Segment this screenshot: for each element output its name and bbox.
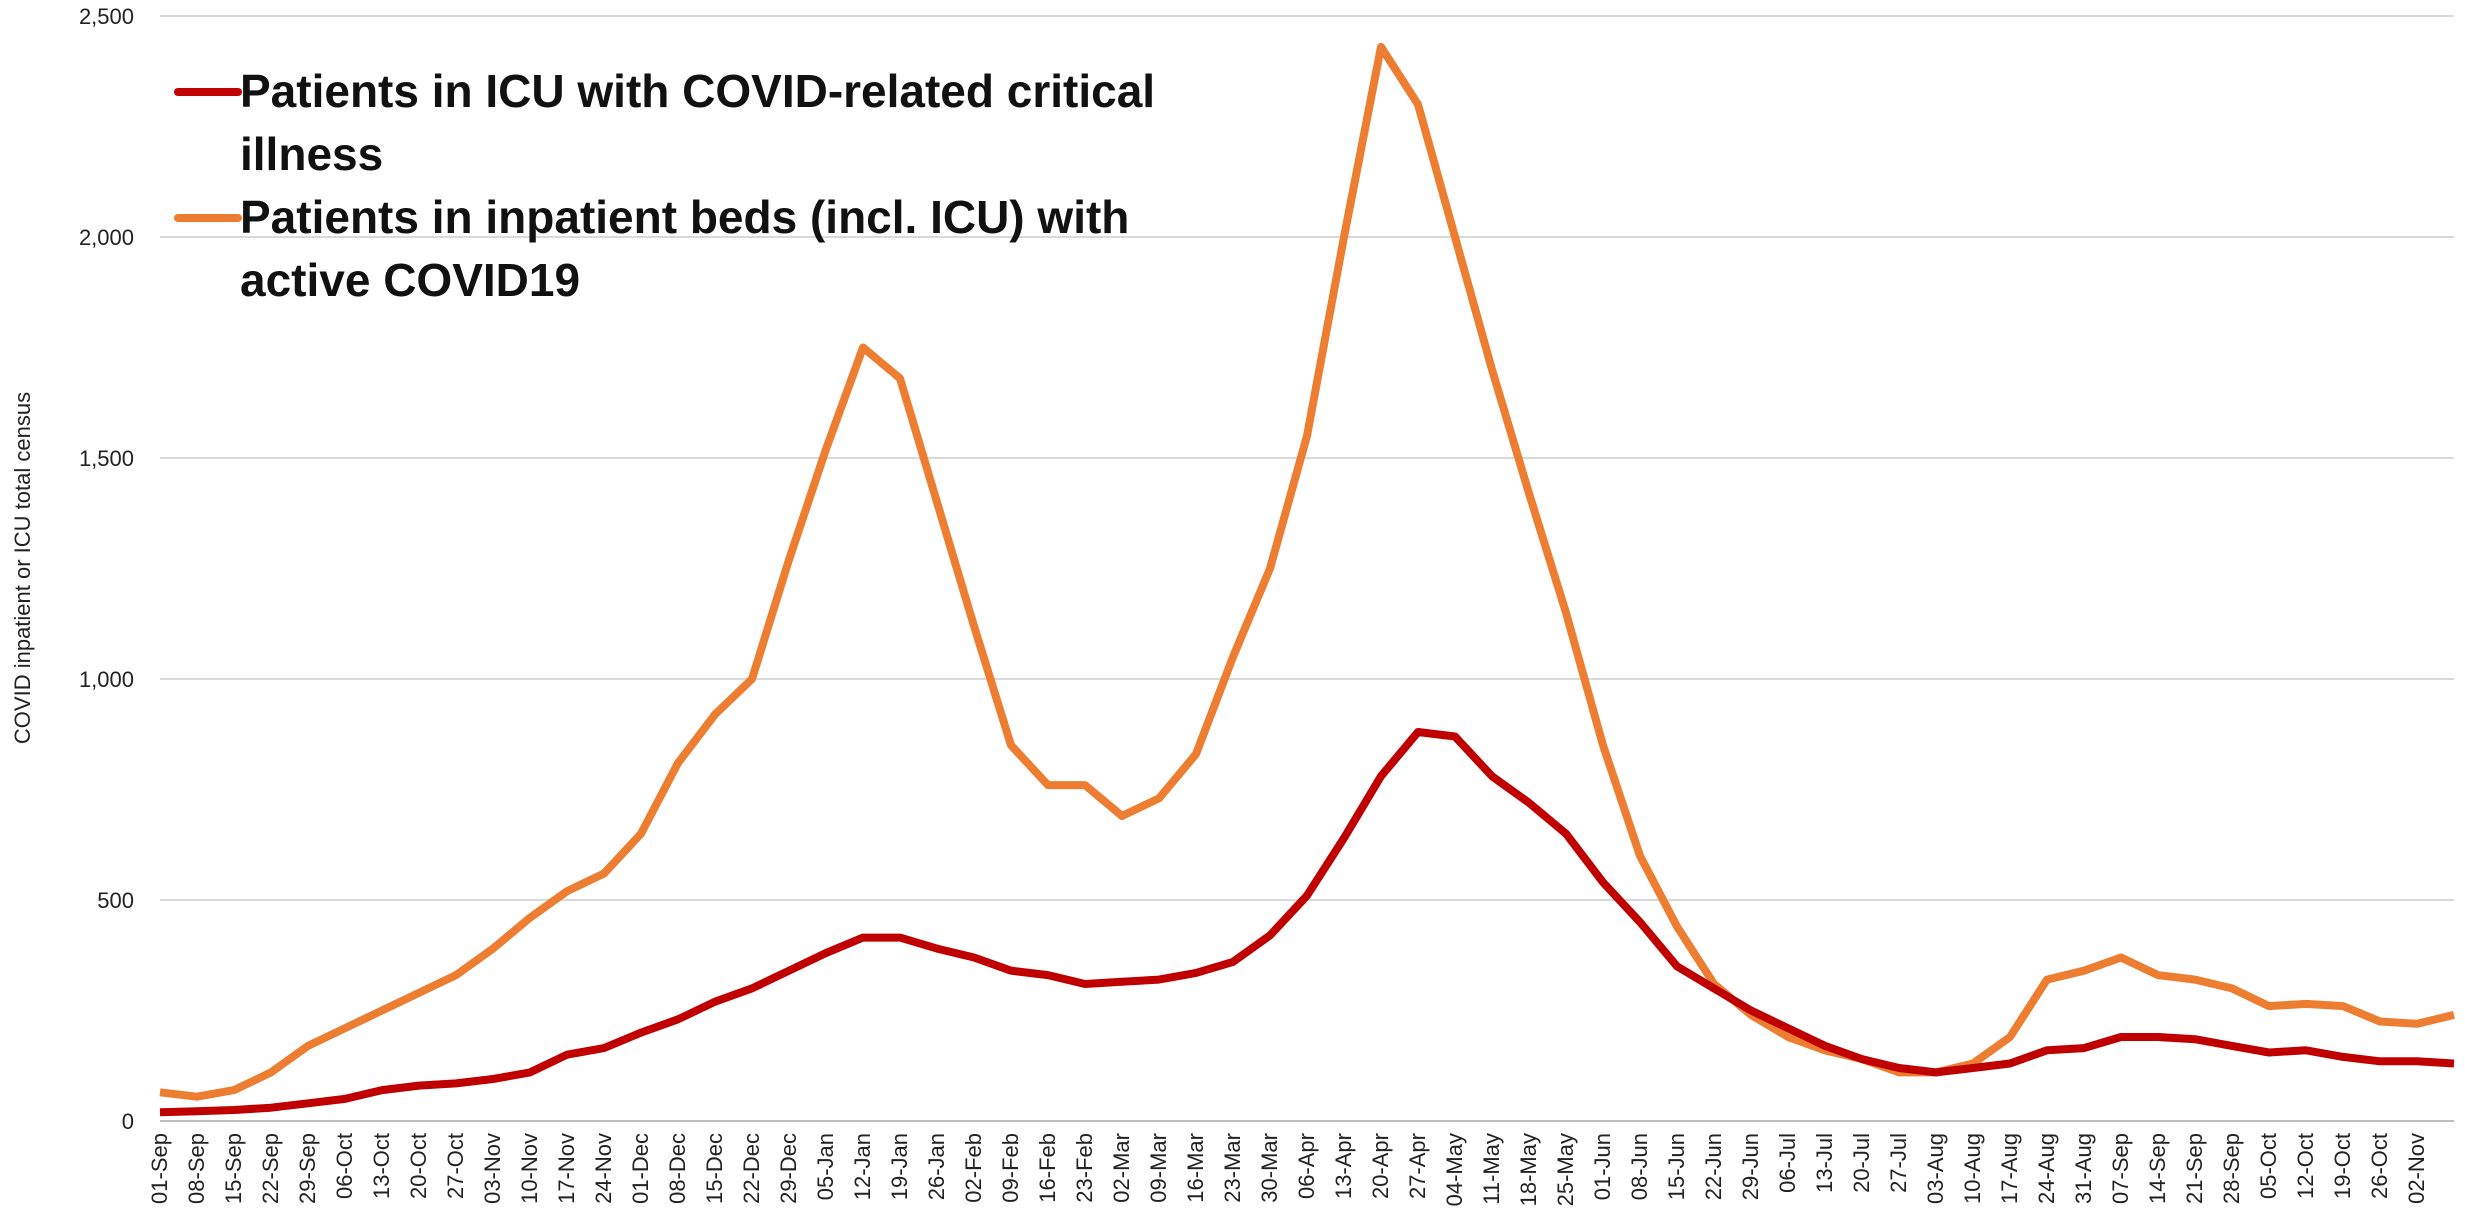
x-tick-label: 03-Aug xyxy=(1923,1133,1948,1204)
x-tick-label: 17-Nov xyxy=(554,1133,579,1204)
x-tick-label: 04-May xyxy=(1442,1133,1467,1206)
x-tick-label: 23-Mar xyxy=(1220,1133,1245,1203)
x-tick-label: 23-Feb xyxy=(1072,1133,1097,1203)
y-tick-label: 2,000 xyxy=(79,225,134,250)
x-tick-label: 29-Dec xyxy=(776,1133,801,1204)
x-tick-label: 08-Sep xyxy=(184,1133,209,1204)
x-tick-label: 15-Sep xyxy=(221,1133,246,1204)
x-tick-label: 12-Oct xyxy=(2293,1133,2318,1199)
x-tick-label: 06-Oct xyxy=(332,1133,357,1199)
x-tick-label: 29-Jun xyxy=(1738,1133,1763,1200)
x-tick-label: 27-Oct xyxy=(443,1133,468,1199)
x-tick-label: 22-Jun xyxy=(1701,1133,1726,1200)
x-tick-label: 13-Oct xyxy=(369,1133,394,1199)
x-tick-label: 05-Oct xyxy=(2256,1133,2281,1199)
x-tick-label: 16-Feb xyxy=(1035,1133,1060,1203)
series-line xyxy=(159,728,2455,1117)
x-tick-label: 16-Mar xyxy=(1183,1133,1208,1203)
x-tick-label: 01-Dec xyxy=(628,1133,653,1204)
x-tick-label: 19-Oct xyxy=(2330,1133,2355,1199)
x-tick-label: 15-Dec xyxy=(702,1133,727,1204)
x-tick-label: 02-Feb xyxy=(961,1133,986,1203)
x-tick-label: 10-Aug xyxy=(1960,1133,1985,1204)
x-tick-label: 20-Jul xyxy=(1849,1133,1874,1193)
x-tick-label: 07-Sep xyxy=(2108,1133,2133,1204)
x-tick-label: 18-May xyxy=(1516,1133,1541,1206)
x-tick-label: 21-Sep xyxy=(2182,1133,2207,1204)
x-tick-label: 20-Apr xyxy=(1368,1133,1393,1199)
x-tick-label: 06-Jul xyxy=(1775,1133,1800,1193)
x-tick-label: 25-May xyxy=(1553,1133,1578,1206)
x-tick-label: 02-Nov xyxy=(2404,1133,2429,1204)
x-tick-label: 24-Nov xyxy=(591,1133,616,1204)
x-tick-label: 06-Apr xyxy=(1294,1133,1319,1199)
x-tick-label: 14-Sep xyxy=(2145,1133,2170,1204)
y-axis-label: COVID inpatient or ICU total census xyxy=(10,392,35,744)
x-tick-label: 27-Jul xyxy=(1886,1133,1911,1193)
x-tick-label: 10-Nov xyxy=(517,1133,542,1204)
x-tick-label: 19-Jan xyxy=(887,1133,912,1200)
x-tick-label: 13-Apr xyxy=(1331,1133,1356,1199)
x-tick-label: 01-Sep xyxy=(147,1133,172,1204)
x-tick-label: 29-Sep xyxy=(295,1133,320,1204)
x-tick-label: 12-Jan xyxy=(850,1133,875,1200)
series-line xyxy=(159,42,2455,1101)
y-tick-label: 500 xyxy=(97,888,134,913)
x-tick-label: 27-Apr xyxy=(1405,1133,1430,1199)
x-tick-label: 30-Mar xyxy=(1257,1133,1282,1203)
x-tick-label: 22-Sep xyxy=(258,1133,283,1204)
x-tick-label: 26-Jan xyxy=(924,1133,949,1200)
legend-label: Patients in inpatient beds (incl. ICU) w… xyxy=(240,191,1130,306)
x-tick-label: 13-Jul xyxy=(1812,1133,1837,1193)
y-tick-label: 1,500 xyxy=(79,446,134,471)
x-tick-label: 31-Aug xyxy=(2071,1133,2096,1204)
y-tick-label: 1,000 xyxy=(79,667,134,692)
x-tick-label: 09-Mar xyxy=(1146,1133,1171,1203)
x-tick-label: 01-Jun xyxy=(1590,1133,1615,1200)
x-tick-label: 20-Oct xyxy=(406,1133,431,1199)
x-tick-label: 03-Nov xyxy=(480,1133,505,1204)
x-tick-label: 22-Dec xyxy=(739,1133,764,1204)
x-tick-label: 24-Aug xyxy=(2034,1133,2059,1204)
y-tick-label: 2,500 xyxy=(79,4,134,29)
x-tick-label: 09-Feb xyxy=(998,1133,1023,1203)
x-tick-label: 02-Mar xyxy=(1109,1133,1134,1203)
x-tick-label: 26-Oct xyxy=(2367,1133,2392,1199)
x-tick-label: 17-Aug xyxy=(1997,1133,2022,1204)
legend-label: Patients in ICU with COVID-related criti… xyxy=(240,65,1156,180)
x-tick-label: 08-Dec xyxy=(665,1133,690,1204)
x-tick-label: 28-Sep xyxy=(2219,1133,2244,1204)
x-tick-label: 11-May xyxy=(1479,1133,1504,1205)
y-tick-label: 0 xyxy=(122,1109,134,1134)
x-tick-label: 05-Jan xyxy=(813,1133,838,1200)
x-tick-label: 15-Jun xyxy=(1664,1133,1689,1200)
x-tick-label: 08-Jun xyxy=(1627,1133,1652,1200)
